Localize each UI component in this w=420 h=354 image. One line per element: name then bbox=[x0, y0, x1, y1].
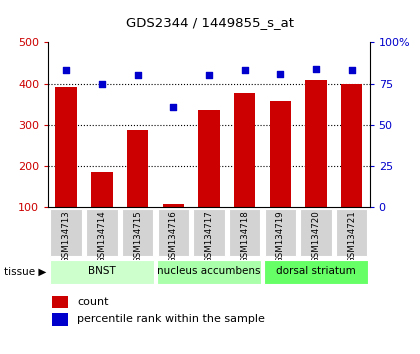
Bar bbox=[52, 313, 68, 326]
Bar bbox=[198, 110, 220, 248]
FancyBboxPatch shape bbox=[50, 209, 82, 256]
Text: GSM134713: GSM134713 bbox=[62, 210, 71, 263]
Point bbox=[349, 68, 355, 73]
FancyBboxPatch shape bbox=[157, 260, 261, 284]
Point bbox=[63, 68, 70, 73]
FancyBboxPatch shape bbox=[265, 209, 296, 256]
Bar bbox=[270, 101, 291, 248]
Point bbox=[312, 66, 319, 72]
FancyBboxPatch shape bbox=[193, 209, 225, 256]
Text: GSM134716: GSM134716 bbox=[169, 210, 178, 263]
FancyBboxPatch shape bbox=[300, 209, 332, 256]
FancyBboxPatch shape bbox=[122, 209, 153, 256]
Point bbox=[134, 73, 141, 78]
Point bbox=[206, 73, 212, 78]
FancyBboxPatch shape bbox=[86, 209, 118, 256]
Bar bbox=[341, 85, 362, 248]
Text: nucleus accumbens: nucleus accumbens bbox=[157, 266, 261, 276]
Bar bbox=[91, 172, 113, 248]
FancyBboxPatch shape bbox=[50, 260, 154, 284]
FancyBboxPatch shape bbox=[229, 209, 260, 256]
Point bbox=[98, 81, 105, 86]
Bar bbox=[305, 80, 327, 248]
Text: BNST: BNST bbox=[88, 266, 116, 276]
Point bbox=[241, 68, 248, 73]
Bar bbox=[163, 204, 184, 248]
Text: GSM134718: GSM134718 bbox=[240, 210, 249, 263]
Text: GSM134717: GSM134717 bbox=[205, 210, 213, 263]
Text: GDS2344 / 1449855_s_at: GDS2344 / 1449855_s_at bbox=[126, 16, 294, 29]
Text: count: count bbox=[77, 297, 109, 307]
Bar bbox=[127, 130, 148, 248]
FancyBboxPatch shape bbox=[336, 209, 368, 256]
FancyBboxPatch shape bbox=[264, 260, 368, 284]
Text: GSM134720: GSM134720 bbox=[312, 210, 320, 263]
Point bbox=[277, 71, 284, 76]
Bar bbox=[234, 93, 255, 248]
Bar bbox=[55, 86, 77, 248]
Text: GSM134721: GSM134721 bbox=[347, 210, 356, 263]
Text: percentile rank within the sample: percentile rank within the sample bbox=[77, 314, 265, 324]
Bar bbox=[52, 296, 68, 308]
Text: tissue ▶: tissue ▶ bbox=[4, 267, 47, 277]
Text: dorsal striatum: dorsal striatum bbox=[276, 266, 356, 276]
Point bbox=[170, 104, 177, 109]
Text: GSM134719: GSM134719 bbox=[276, 210, 285, 263]
Text: GSM134714: GSM134714 bbox=[97, 210, 106, 263]
FancyBboxPatch shape bbox=[158, 209, 189, 256]
Text: GSM134715: GSM134715 bbox=[133, 210, 142, 263]
